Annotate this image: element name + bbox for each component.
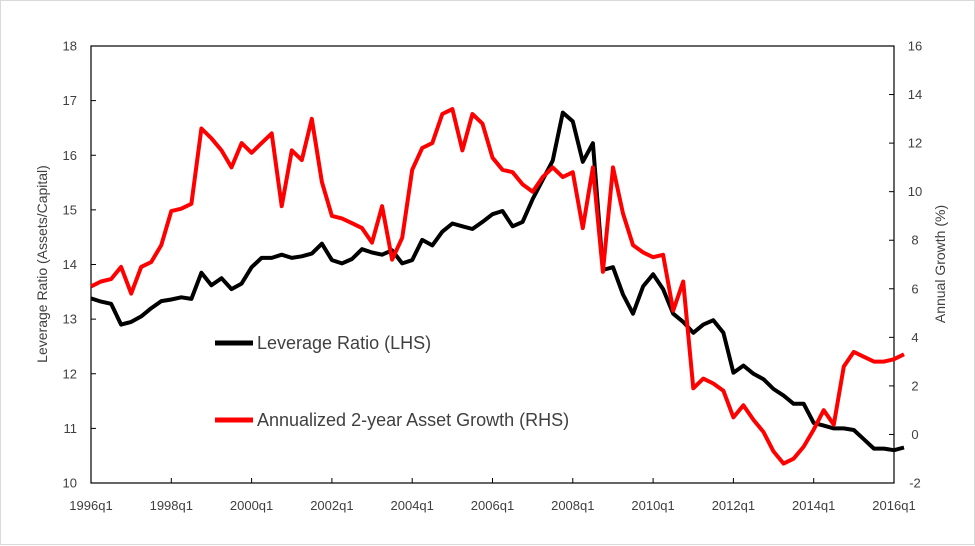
legend-label-leverage: Leverage Ratio (LHS) <box>257 333 431 353</box>
left-axis-title: Leverage Ratio (Assets/Capital) <box>34 165 50 363</box>
left-tick-label: 11 <box>64 421 78 436</box>
left-tick-label: 14 <box>63 257 77 272</box>
x-tick-label: 2008q1 <box>551 498 594 513</box>
right-axis-title: Annual Growth (%) <box>932 205 948 323</box>
right-axis-ticks: -2 0 2 4 6 8 10 12 14 16 <box>889 39 922 491</box>
x-tick-label: 2016q1 <box>872 498 915 513</box>
right-tick-label: 2 <box>911 378 918 393</box>
left-tick-label: 10 <box>63 476 77 491</box>
right-tick-label: 0 <box>911 427 918 442</box>
chart-legend: Leverage Ratio (LHS) Annualized 2-year A… <box>215 333 569 430</box>
x-tick-label: 2014q1 <box>792 498 835 513</box>
right-tick-label: 12 <box>908 136 922 151</box>
right-tick-label: 10 <box>908 184 922 199</box>
right-tick-label: 16 <box>908 39 922 54</box>
x-tick-label: 2012q1 <box>712 498 755 513</box>
left-tick-label: 15 <box>63 202 77 217</box>
left-tick-label: 18 <box>63 39 77 54</box>
x-tick-label: 1998q1 <box>150 498 193 513</box>
left-tick-label: 17 <box>63 93 77 108</box>
leverage-ratio-line <box>90 110 905 453</box>
x-tick-label: 2010q1 <box>631 498 674 513</box>
x-tick-label: 2000q1 <box>230 498 273 513</box>
x-tick-label: 2006q1 <box>471 498 514 513</box>
legend-label-asset-growth: Annualized 2-year Asset Growth (RHS) <box>257 410 569 430</box>
left-tick-label: 12 <box>63 366 77 381</box>
right-tick-label: 6 <box>911 281 918 296</box>
x-axis-ticks: 1996q1 1998q1 2000q1 2002q1 2004q1 2006q1 2008… <box>69 478 916 513</box>
right-tick-label: 4 <box>911 330 918 345</box>
left-tick-label: 16 <box>63 148 77 163</box>
series-lines <box>90 107 905 466</box>
left-tick-label: 13 <box>63 312 77 327</box>
right-tick-label: -2 <box>909 476 921 491</box>
left-axis-ticks: 10 11 12 13 14 15 16 17 18 <box>63 39 96 491</box>
right-tick-label: 14 <box>908 87 922 102</box>
asset-growth-line <box>90 107 905 466</box>
x-tick-label: 1996q1 <box>69 498 112 513</box>
x-tick-label: 2002q1 <box>310 498 353 513</box>
x-tick-label: 2004q1 <box>391 498 434 513</box>
right-tick-label: 8 <box>911 233 918 248</box>
